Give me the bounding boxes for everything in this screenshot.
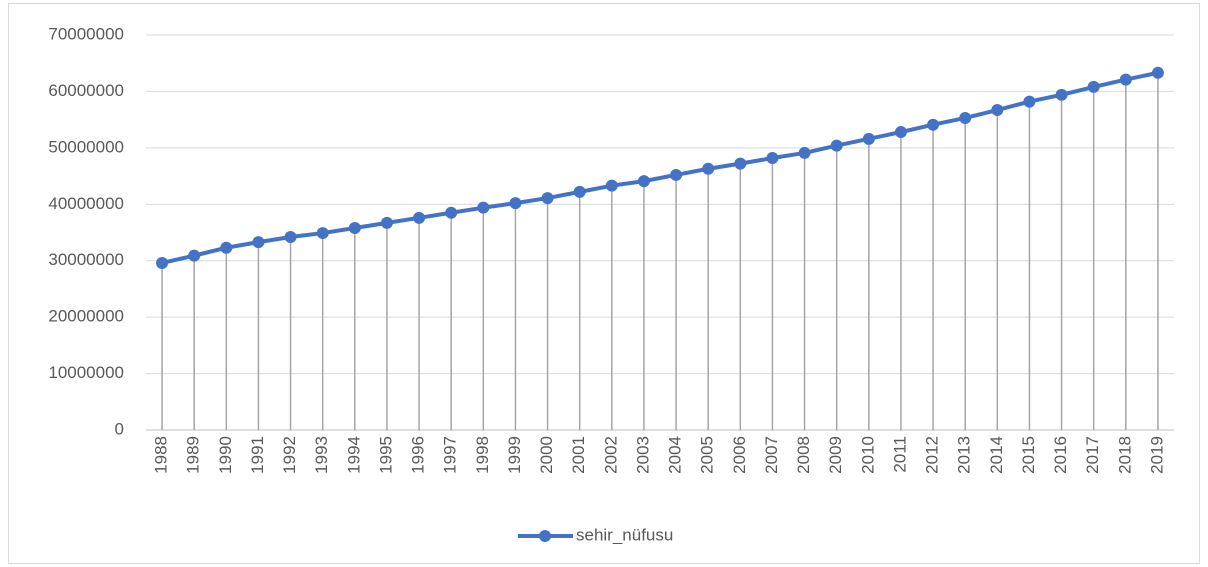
y-tick-label: 20000000 bbox=[48, 307, 124, 326]
legend-marker bbox=[539, 530, 551, 542]
marker bbox=[798, 146, 811, 159]
x-tick-label: 1990 bbox=[216, 436, 235, 474]
marker bbox=[670, 168, 683, 181]
x-tick-label: 1997 bbox=[441, 436, 460, 474]
x-tick-label: 1999 bbox=[505, 436, 524, 474]
marker bbox=[445, 206, 458, 219]
marker bbox=[862, 132, 875, 145]
marker bbox=[220, 241, 233, 254]
marker bbox=[766, 152, 779, 165]
marker bbox=[991, 104, 1004, 117]
y-tick-label: 0 bbox=[115, 419, 124, 438]
chart-border bbox=[8, 3, 1200, 564]
marker bbox=[284, 231, 297, 244]
x-tick-label: 1992 bbox=[280, 436, 299, 474]
x-tick-label: 2019 bbox=[1147, 436, 1166, 474]
x-tick-label: 2003 bbox=[633, 436, 652, 474]
x-tick-label: 1989 bbox=[184, 436, 203, 474]
marker bbox=[637, 175, 650, 188]
marker bbox=[156, 256, 169, 269]
x-tick-label: 2000 bbox=[537, 436, 556, 474]
marker bbox=[413, 211, 426, 224]
marker bbox=[959, 111, 972, 124]
marker bbox=[1151, 66, 1164, 79]
x-tick-label: 2009 bbox=[826, 436, 845, 474]
x-tick-label: 2012 bbox=[923, 436, 942, 474]
marker bbox=[605, 179, 618, 192]
x-tick-label: 2013 bbox=[955, 436, 974, 474]
marker bbox=[1055, 88, 1068, 101]
marker bbox=[252, 236, 265, 249]
y-tick-label: 40000000 bbox=[48, 194, 124, 213]
marker bbox=[927, 118, 940, 131]
x-tick-label: 1996 bbox=[409, 436, 428, 474]
x-tick-label: 2018 bbox=[1115, 436, 1134, 474]
x-tick-label: 1988 bbox=[152, 436, 171, 474]
x-tick-label: 2015 bbox=[1019, 436, 1038, 474]
x-tick-label: 2002 bbox=[601, 436, 620, 474]
y-tick-label: 30000000 bbox=[48, 250, 124, 269]
x-tick-label: 1995 bbox=[376, 436, 395, 474]
x-tick-label: 2001 bbox=[569, 436, 588, 474]
y-tick-label: 50000000 bbox=[48, 137, 124, 156]
x-tick-label: 2006 bbox=[730, 436, 749, 474]
x-tick-label: 1994 bbox=[344, 436, 363, 474]
y-tick-label: 70000000 bbox=[48, 24, 124, 43]
marker bbox=[188, 249, 201, 262]
legend-label: sehir_nüfusu bbox=[576, 525, 673, 544]
marker bbox=[477, 201, 490, 214]
marker bbox=[1023, 95, 1036, 108]
marker bbox=[734, 157, 747, 170]
marker bbox=[894, 126, 907, 139]
x-tick-label: 2004 bbox=[666, 436, 685, 474]
marker bbox=[541, 192, 554, 205]
y-tick-label: 60000000 bbox=[48, 81, 124, 100]
marker bbox=[573, 185, 586, 198]
marker bbox=[509, 197, 522, 210]
x-tick-label: 2010 bbox=[858, 436, 877, 474]
x-tick-label: 2005 bbox=[698, 436, 717, 474]
marker bbox=[702, 162, 715, 175]
x-tick-label: 2008 bbox=[794, 436, 813, 474]
marker bbox=[830, 139, 843, 152]
x-tick-label: 2017 bbox=[1083, 436, 1102, 474]
x-tick-label: 2011 bbox=[890, 436, 909, 473]
x-tick-label: 2007 bbox=[762, 436, 781, 474]
marker bbox=[348, 221, 361, 234]
marker bbox=[316, 227, 329, 240]
x-tick-label: 1993 bbox=[312, 436, 331, 474]
marker bbox=[1119, 73, 1132, 86]
x-tick-label: 1998 bbox=[473, 436, 492, 474]
x-tick-label: 1991 bbox=[248, 436, 267, 474]
marker bbox=[380, 216, 393, 229]
x-tick-label: 2016 bbox=[1051, 436, 1070, 474]
marker bbox=[1087, 80, 1100, 93]
y-tick-label: 10000000 bbox=[48, 363, 124, 382]
x-tick-label: 2014 bbox=[987, 436, 1006, 474]
